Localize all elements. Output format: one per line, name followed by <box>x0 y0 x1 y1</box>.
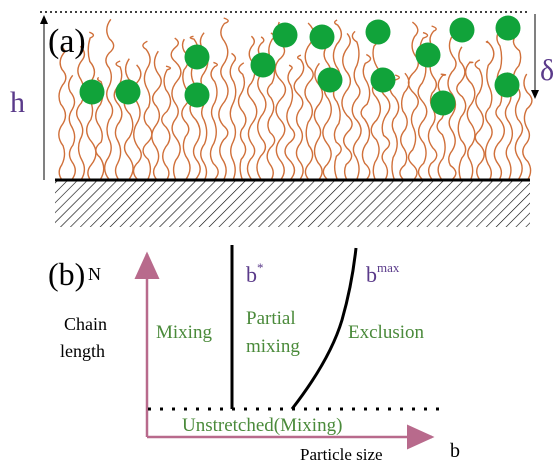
chain <box>152 51 161 180</box>
chain <box>124 59 133 180</box>
chain <box>475 60 484 180</box>
chain <box>494 30 504 180</box>
chain <box>361 55 370 181</box>
chain <box>143 41 152 180</box>
superscript: max <box>377 260 400 275</box>
region-label: mixing <box>246 336 300 357</box>
chain <box>370 26 380 180</box>
chain <box>162 66 171 180</box>
chain <box>485 41 493 180</box>
chain <box>239 63 246 180</box>
x-axis-title: Particle size <box>300 445 383 464</box>
particle <box>318 68 343 93</box>
chain <box>323 43 331 180</box>
chain <box>390 75 399 180</box>
chain <box>210 62 218 180</box>
chain <box>77 46 85 180</box>
b-star-label: b* <box>246 260 264 287</box>
region-label: Unstretched(Mixing) <box>182 415 342 436</box>
chain <box>408 22 418 180</box>
particle <box>366 20 391 45</box>
chain <box>114 61 122 180</box>
particle <box>80 80 105 105</box>
x-axis-symbol: b <box>450 440 460 462</box>
particle <box>371 68 396 93</box>
b-max-label: bmax <box>366 260 400 287</box>
particle <box>273 23 298 48</box>
chain <box>294 55 304 180</box>
chain <box>523 74 532 180</box>
chain <box>400 73 409 180</box>
substrate <box>55 181 530 227</box>
particles <box>80 16 521 116</box>
particle <box>496 16 521 41</box>
particle <box>185 45 210 70</box>
chain <box>466 62 475 180</box>
chain <box>69 75 76 180</box>
y-axis-title: Chain <box>64 314 107 334</box>
region-label: Exclusion <box>348 322 424 343</box>
chain <box>219 18 228 180</box>
chain <box>437 74 445 180</box>
symbol: b <box>246 262 257 287</box>
particle <box>310 25 335 50</box>
y-axis-title: length <box>60 341 105 361</box>
chain <box>87 32 96 180</box>
particle <box>116 80 141 105</box>
y-axis-symbol: N <box>88 264 101 284</box>
region-label: Partial <box>246 308 296 329</box>
chain <box>59 47 66 180</box>
chain <box>230 53 236 180</box>
particle <box>495 73 520 98</box>
particle <box>416 43 441 68</box>
chain <box>105 19 114 180</box>
chain <box>457 47 466 180</box>
chain <box>305 23 314 180</box>
particle <box>251 53 276 78</box>
particle <box>450 18 475 43</box>
chain <box>333 20 341 180</box>
delta-label: δ <box>540 54 554 87</box>
panel-label: (a) <box>48 23 86 60</box>
chain <box>352 31 361 180</box>
height-label: h <box>10 86 25 119</box>
chain <box>513 34 522 180</box>
particle <box>185 83 210 108</box>
symbol: b <box>366 262 377 287</box>
figure: (a) h δ (b) N b Particle size Chain leng… <box>0 0 560 464</box>
superscript: * <box>257 260 264 275</box>
region-label: Mixing <box>156 322 212 343</box>
chain <box>342 33 352 180</box>
b-max-boundary <box>292 248 356 409</box>
particle <box>431 91 456 116</box>
chain <box>171 38 181 180</box>
panel-label: (b) <box>48 256 85 292</box>
chain <box>285 65 295 180</box>
